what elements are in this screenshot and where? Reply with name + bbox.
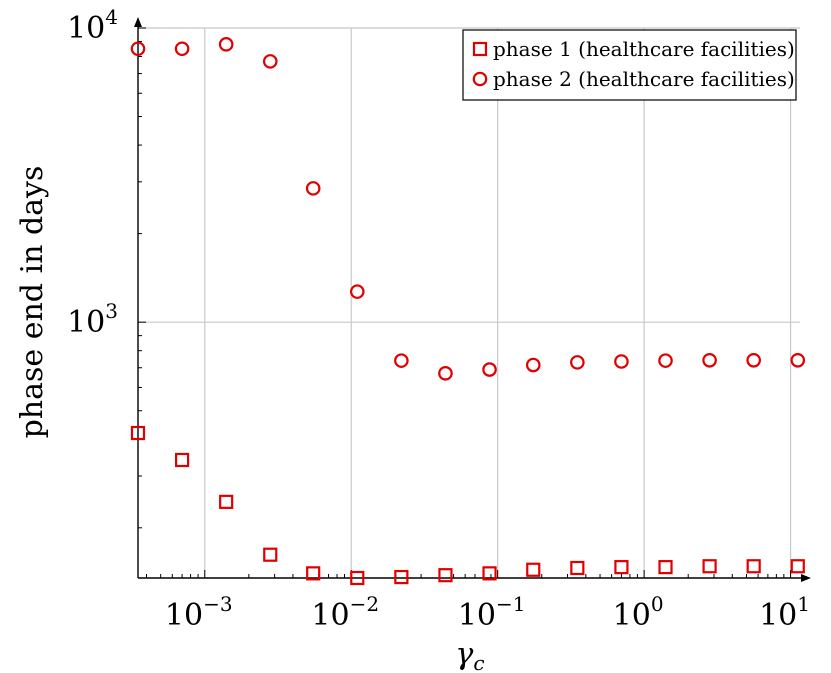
data-points [130, 37, 806, 586]
phase1-point [394, 569, 409, 585]
legend-label: phase 1 (healthcare facilities) [493, 37, 795, 61]
phase1-point [306, 566, 321, 581]
phase2-point [570, 355, 585, 370]
phase1-point [746, 559, 761, 574]
axes [134, 17, 811, 582]
phase2-point [305, 181, 321, 196]
phase1-point [438, 568, 453, 583]
phase2-point [394, 353, 409, 368]
phase1-point [174, 452, 190, 468]
phase2-point [349, 284, 365, 299]
x-axis-label: γc [455, 637, 484, 673]
phase1-point [790, 559, 805, 574]
phase2-point [790, 352, 806, 368]
phase1-point [263, 547, 278, 562]
y-axis-label: phase end in days [15, 166, 50, 439]
phase1-point [658, 560, 673, 575]
phase2-point [438, 366, 453, 381]
phase1-point [219, 494, 234, 509]
y-tick-label: 104 [67, 5, 118, 46]
phase2-point [482, 362, 497, 377]
phase1-point [130, 425, 146, 441]
legend: phase 1 (healthcare facilities) phase 2 (… [462, 29, 797, 101]
phase1-point [482, 566, 497, 581]
phase1-point [614, 560, 629, 575]
tick-labels: 10−3 10−2 10−1 100 101 103 104 [67, 5, 810, 633]
phase2-point [658, 353, 673, 368]
legend-label: phase 2 (healthcare facilities) [493, 67, 795, 91]
phase1-point [350, 570, 365, 586]
phase2-point [262, 54, 278, 69]
phase2-point [525, 357, 541, 373]
x-tick-label: 10−3 [165, 592, 233, 633]
legend-box [462, 29, 797, 101]
x-tick-label: 10−2 [311, 592, 379, 633]
phase2-point [130, 41, 146, 57]
phase2-point [746, 352, 761, 368]
legend-circle-marker [472, 71, 488, 87]
grid [138, 27, 800, 578]
legend-square-marker [472, 41, 488, 57]
x-tick-label: 100 [613, 592, 664, 633]
phase1-point [702, 559, 717, 574]
phase2-point [702, 352, 717, 368]
y-tick-label: 103 [67, 299, 118, 340]
x-tick-label: 10−1 [458, 592, 526, 633]
phase2-point [218, 37, 234, 52]
phase1-point [570, 560, 585, 576]
phase2-point [174, 41, 190, 57]
x-tick-label: 101 [759, 592, 810, 633]
phase1-point [526, 562, 541, 577]
phase2-point [614, 354, 629, 369]
